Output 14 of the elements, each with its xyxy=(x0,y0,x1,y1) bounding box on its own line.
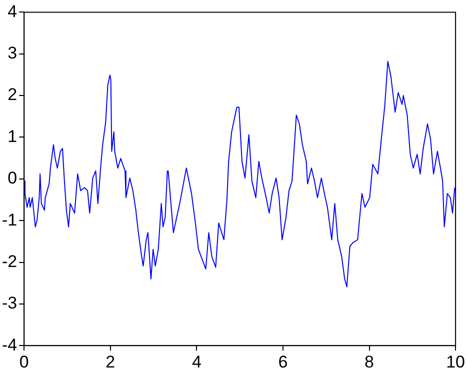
x-tick-label: 8 xyxy=(364,352,374,372)
x-tick-label: 10 xyxy=(446,352,466,372)
y-tick-label: 0 xyxy=(8,168,18,188)
y-tick-label: -1 xyxy=(2,210,18,230)
y-tick-label: 2 xyxy=(8,85,18,104)
x-tick-label: 4 xyxy=(192,352,202,372)
x-tick-label: 2 xyxy=(106,352,116,372)
y-tick-label: -3 xyxy=(2,294,18,313)
y-tick-label: -4 xyxy=(2,335,18,354)
y-tick-label: 1 xyxy=(8,126,18,146)
x-tick-label: 6 xyxy=(278,352,288,372)
y-tick-label: 3 xyxy=(8,44,18,63)
y-tick-label: 4 xyxy=(8,2,18,21)
y-tick-label: -2 xyxy=(2,252,18,271)
